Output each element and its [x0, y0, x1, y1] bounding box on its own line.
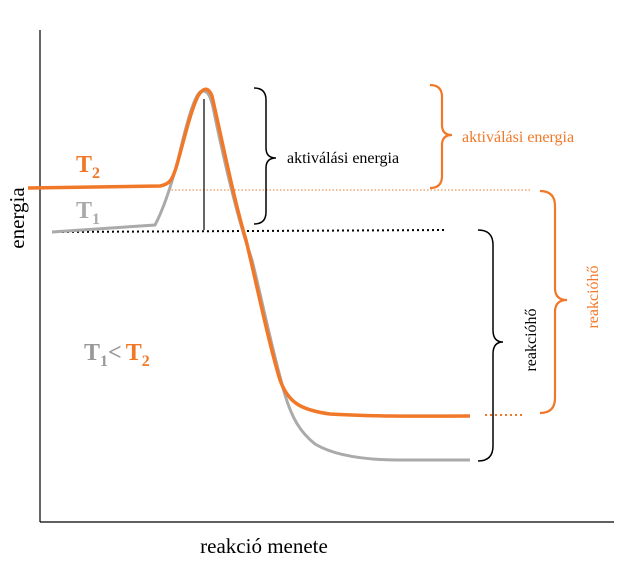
activation-brace-black: [253, 87, 277, 225]
activation-label-black: aktiválási energia: [287, 150, 399, 167]
activation-brace-orange: [429, 83, 453, 190]
reaction-heat-brace-black: [477, 229, 504, 462]
t2-curve-label: T2: [76, 152, 100, 182]
t1-energy-curve: [51, 89, 470, 462]
reaction-heat-brace-orange: [539, 189, 568, 415]
temperature-comparison: T1< T2: [84, 340, 150, 370]
reaction-heat-label-black: reakcióhő: [523, 308, 540, 371]
activation-label-orange: aktiválási energia: [462, 129, 574, 146]
t1-start-level-dotted: [51, 229, 447, 233]
t2-energy-curve: [27, 87, 471, 418]
t1-curve-label: T1: [76, 198, 100, 228]
x-axis-label: reakció menete: [200, 534, 328, 558]
y-axis-label: energia: [5, 187, 29, 249]
reaction-heat-label-orange: reakcióhő: [585, 265, 602, 328]
